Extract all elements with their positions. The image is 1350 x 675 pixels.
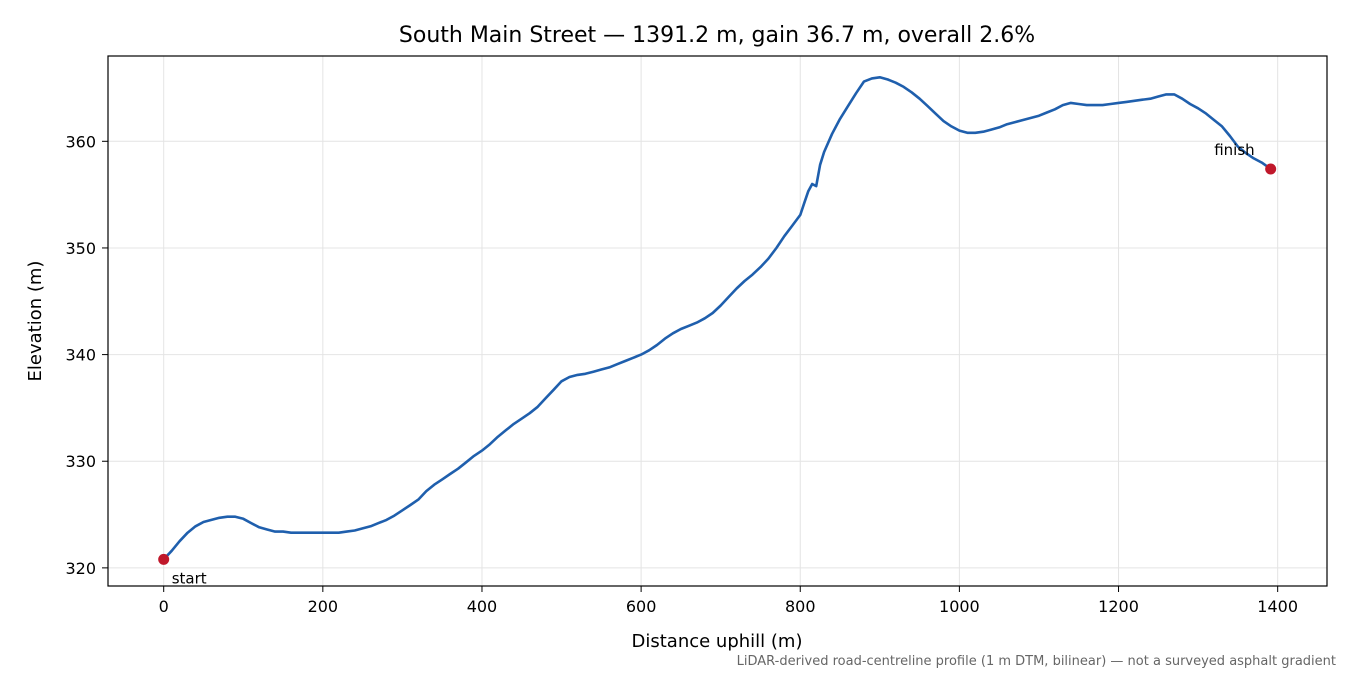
start-annotation: start — [172, 569, 207, 587]
x-tick-label: 600 — [626, 597, 657, 616]
y-tick-label: 360 — [65, 132, 96, 151]
finish-marker — [1265, 163, 1277, 175]
x-tick-label: 1200 — [1098, 597, 1139, 616]
elevation-line — [162, 76, 1272, 561]
x-axis-label: Distance uphill (m) — [632, 631, 803, 652]
x-tick-label: 0 — [159, 597, 169, 616]
y-axis-label: Elevation (m) — [25, 261, 46, 382]
series-layer — [162, 76, 1272, 561]
y-tick-label: 350 — [65, 239, 96, 258]
y-tick-label: 320 — [65, 559, 96, 578]
x-tick-label: 1400 — [1257, 597, 1298, 616]
x-tick-label: 1000 — [939, 597, 980, 616]
footnote: LiDAR-derived road-centreline profile (1… — [737, 654, 1336, 669]
grid — [108, 56, 1327, 586]
x-tick-label: 800 — [785, 597, 816, 616]
plot-frame — [107, 55, 1328, 587]
y-tick-label: 340 — [65, 346, 96, 365]
y-tick-label: 330 — [65, 452, 96, 471]
chart-title: South Main Street — 1391.2 m, gain 36.7 … — [399, 23, 1035, 48]
start-marker — [158, 553, 170, 565]
axis-ticks: 0 200 400 600 800 1000 1200 1400 320 330 340 350 360 — [65, 132, 1298, 616]
marker-layer: start finish — [158, 141, 1277, 587]
finish-annotation: finish — [1214, 141, 1254, 159]
x-tick-label: 400 — [467, 597, 498, 616]
x-tick-label: 200 — [308, 597, 339, 616]
